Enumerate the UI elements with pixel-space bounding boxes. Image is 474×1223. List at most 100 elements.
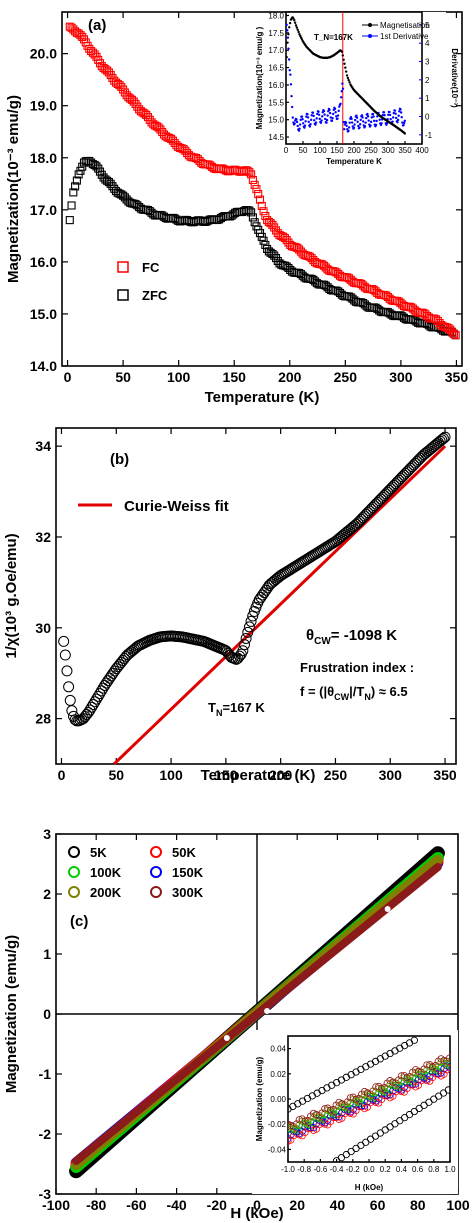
inset-c-5k-point: [444, 1086, 450, 1094]
inset-a-derivative-point: [306, 116, 310, 119]
legend-label-150k: 150K: [172, 865, 204, 880]
inset-a-derivative-point: [308, 125, 312, 128]
inset-a-magnetisation-point: [298, 32, 301, 36]
formula-sub-n: N: [364, 692, 371, 702]
inset-legend-mag-label: Magnetisation: [380, 21, 430, 30]
panel-a-fc-point: [245, 168, 254, 177]
inset-a-derivative-point: [369, 120, 373, 124]
panel-b-data-point: [245, 615, 257, 627]
inset-c-xtick-label: 0.4: [396, 1165, 408, 1174]
inset-a-derivative-point: [396, 118, 400, 122]
inset-c-5k-point: [410, 1036, 419, 1044]
inset-c-band-point: [288, 1137, 292, 1145]
inset-a-derivative-point: [295, 120, 299, 124]
inset-a-derivative-point: [329, 116, 332, 119]
inset-a-xtick-label: 400: [415, 146, 429, 155]
panel-b-data-point: [232, 652, 244, 664]
inset-c-ytick-label: 0.04: [270, 1045, 286, 1054]
panel-c-xtick-label: 40: [330, 1197, 346, 1213]
inset-a-ytick-label: 17.0: [268, 46, 284, 55]
panel-b-frame: [55, 427, 457, 765]
inset-a-derivative-point: [322, 109, 326, 113]
panel-c-xtick-label: 20: [289, 1197, 305, 1213]
panel-a-fc-point: [451, 331, 460, 340]
panel-c-xtick-label: -80: [86, 1197, 106, 1213]
theta-symbol: θ: [306, 627, 314, 644]
legend-label-100k: 100K: [90, 865, 122, 880]
inset-a-magnetisation-point: [295, 26, 299, 29]
panel-a-frame: [61, 11, 463, 367]
inset-a-derivative-point: [299, 118, 302, 122]
inset-a-derivative-point: [288, 69, 291, 72]
inset-c-xtick-label: -0.8: [297, 1165, 311, 1174]
panel-a-ytick-label: 20.0: [30, 46, 57, 62]
inset-a-derivative-point: [293, 122, 296, 125]
panel-b-data-point: [91, 693, 103, 705]
inset-c-band-point: [445, 1059, 450, 1067]
inset-a-derivative-point: [317, 110, 320, 113]
inset-a-ytick-label: 16.0: [268, 81, 284, 90]
inset-a-derivative-point: [395, 116, 398, 120]
panel-a-ytick-label: 16.0: [30, 254, 57, 270]
inset-a-derivative-point: [403, 119, 406, 123]
inset-a-derivative-point: [347, 126, 351, 129]
tn-subscript: N: [216, 708, 223, 718]
inset-a-magnetisation-point: [294, 24, 298, 27]
inset-a-xtick-label: 0: [284, 146, 289, 155]
panel-a-ytick-label: 15.0: [30, 306, 57, 322]
panel-b-data-point: [66, 705, 78, 717]
tn-annotation: TN=167 K: [208, 700, 265, 718]
panel-a-zfc-point: [71, 182, 80, 191]
inset-a-magnetisation-point: [347, 78, 350, 82]
inset-a-derivative-point: [382, 111, 386, 114]
inset-a-y2tick-label: 3: [425, 58, 430, 67]
panel-c-xtick-label: 100: [446, 1197, 470, 1213]
panel-c-inset: -1.0 -0.8 -0.6 -0.4 -0.2 0.0 0.2 0.4 0.6 0.8 1.0 -0…: [252, 1030, 458, 1194]
legend-fc-marker: [117, 261, 129, 273]
inset-a-derivative-point: [317, 113, 321, 116]
inset-a-ytick-label: 17.5: [268, 29, 284, 38]
inset-a-derivative-point: [343, 127, 346, 131]
inset-a-magnetisation-point: [403, 132, 407, 135]
inset-c-xtick-label: -0.6: [314, 1165, 328, 1174]
panel-b-ylabel: 1/χ(10³ g.Oe/emu): [3, 533, 20, 658]
formula-rhs: ) ≈ 6.5: [371, 684, 408, 699]
inset-a-derivative-point: [397, 114, 400, 117]
inset-a-derivative-point: [298, 127, 301, 130]
inset-a-derivative-point: [392, 111, 395, 115]
inset-a-xtick-label: 50: [299, 146, 308, 155]
inset-a-derivative-point: [287, 47, 290, 50]
inset-a-derivative-point: [388, 113, 392, 117]
inset-a-derivative-point: [355, 114, 358, 117]
inset-a-xtick-label: 350: [398, 146, 412, 155]
inset-a-derivative-point: [358, 123, 362, 126]
inset-a-derivative-point: [325, 118, 329, 122]
inset-a-derivative-point: [376, 115, 379, 118]
legend-label-50k: 50K: [172, 845, 196, 860]
inset-a-derivative-point: [307, 120, 310, 124]
inset-a-xtick-label: 300: [381, 146, 395, 155]
panel-b-data-point: [89, 696, 101, 708]
panel-a-zfc-point: [72, 176, 81, 185]
panel-b-data-point: [95, 685, 107, 697]
panel-b-data-point: [240, 632, 252, 644]
panel-a-zfc-point: [65, 216, 74, 225]
inset-c-xtick-label: -0.4: [330, 1165, 344, 1174]
panel-c-series-300k: [72, 863, 442, 1165]
inset-c-xtick-label: 0.2: [380, 1165, 392, 1174]
inset-a-derivative-point: [309, 118, 313, 122]
panel-c-xtick-label: 60: [370, 1197, 386, 1213]
inset-a-derivative-point: [341, 82, 344, 85]
inset-a-derivative-point: [341, 87, 345, 90]
panel-c-xtick-label: -100: [42, 1197, 70, 1213]
panel-c-ytick-label: 2: [43, 886, 51, 902]
panel-a-fc-point: [259, 207, 268, 216]
inset-a-magnetisation-point: [286, 41, 289, 44]
inset-c-band-point: [445, 1054, 450, 1062]
inset-a-derivative-point: [394, 112, 397, 115]
panel-c-ylabel: Magnetization (emu/g): [3, 935, 20, 1093]
inset-a-derivative-point: [359, 118, 362, 122]
panel-a-xlabel: Temperature (K): [205, 389, 320, 406]
inset-a-magnetisation-point: [344, 66, 347, 69]
inset-a-y2label: Derivative(10⁻³): [450, 48, 459, 108]
